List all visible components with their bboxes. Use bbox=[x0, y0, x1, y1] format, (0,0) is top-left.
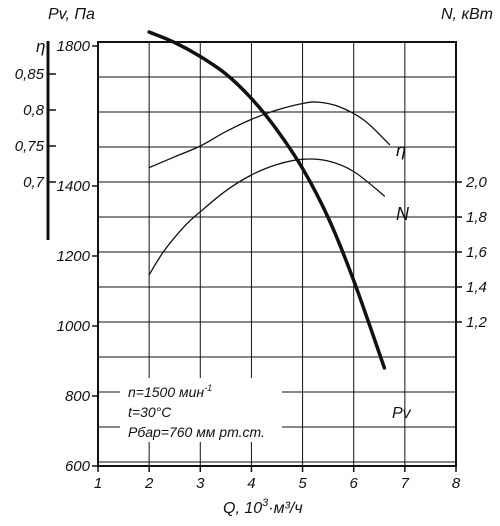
x-tick-label: 3 bbox=[196, 475, 205, 492]
pv-tick-label: 600 bbox=[65, 458, 91, 475]
pv-tick-label: 1200 bbox=[57, 248, 91, 265]
x-tick-label: 7 bbox=[401, 475, 410, 492]
plot-frame bbox=[97, 41, 457, 467]
x-tick-label: 4 bbox=[247, 475, 255, 492]
condition-text: t=30°C bbox=[128, 404, 172, 420]
pv-tick-label: 800 bbox=[65, 388, 91, 405]
x-tick-label: 6 bbox=[350, 475, 359, 492]
pv-header-label: Pv, Па bbox=[48, 6, 95, 23]
series-labels: η N Pv bbox=[392, 140, 412, 422]
eta-series-label: η bbox=[396, 140, 406, 160]
pv-tick-label: 1400 bbox=[57, 178, 91, 195]
condition-superscript: -1 bbox=[204, 383, 212, 393]
n-tick-label: 1,2 bbox=[466, 314, 488, 331]
x-tick-label: 8 bbox=[452, 475, 461, 492]
n-tick-label: 1,8 bbox=[466, 209, 488, 226]
x-axis-label-prefix: Q, 10 bbox=[223, 500, 262, 517]
pv-series-label: Pv bbox=[392, 405, 412, 422]
eta-tick-label: 0,8 bbox=[23, 102, 45, 119]
n-curve bbox=[148, 158, 386, 276]
x-axis-label: Q, 103·м³/ч bbox=[223, 497, 303, 517]
conditions-background bbox=[120, 378, 282, 442]
conditions-block: n=1500 мин-1 t=30°C Pбар=760 мм рт.ст. bbox=[120, 378, 282, 442]
x-tick-label: 1 bbox=[94, 475, 102, 492]
x-axis-label-exp: 3 bbox=[262, 497, 269, 509]
x-axis-label-suffix: ·м³/ч bbox=[268, 500, 302, 517]
eta-axis-label: η bbox=[36, 37, 45, 56]
pv-tick-label: 1000 bbox=[57, 318, 91, 335]
n-tick-label: 2,0 bbox=[465, 174, 488, 191]
pv-tick-label: 1800 bbox=[57, 38, 91, 55]
condition-text: n=1500 мин bbox=[128, 384, 204, 400]
n-tick-label: 1,4 bbox=[466, 279, 487, 296]
condition-text: Pбар=760 мм рт.ст. bbox=[128, 424, 265, 440]
x-tick-label: 5 bbox=[298, 475, 307, 492]
eta-curve bbox=[148, 101, 391, 169]
axis-ticks: 1 2 3 4 5 6 7 8 600 800 1000 1200 1400 1800 0,7 0,75 0,8… bbox=[15, 38, 488, 492]
condition-line: n=1500 мин-1 bbox=[128, 383, 212, 400]
eta-tick-label: 0,85 bbox=[15, 66, 45, 83]
condition-line: Pбар=760 мм рт.ст. bbox=[128, 424, 265, 440]
pv-curve bbox=[147, 30, 387, 370]
eta-tick-label: 0,7 bbox=[23, 174, 45, 191]
condition-line: t=30°C bbox=[128, 404, 172, 420]
n-series-label: N bbox=[396, 204, 410, 224]
curves bbox=[147, 30, 391, 370]
x-tick-label: 2 bbox=[144, 475, 154, 492]
eta-tick-label: 0,75 bbox=[15, 138, 45, 155]
grid bbox=[98, 42, 456, 466]
n-tick-label: 1,6 bbox=[466, 244, 488, 261]
n-header-label: N, кВт bbox=[441, 6, 493, 23]
